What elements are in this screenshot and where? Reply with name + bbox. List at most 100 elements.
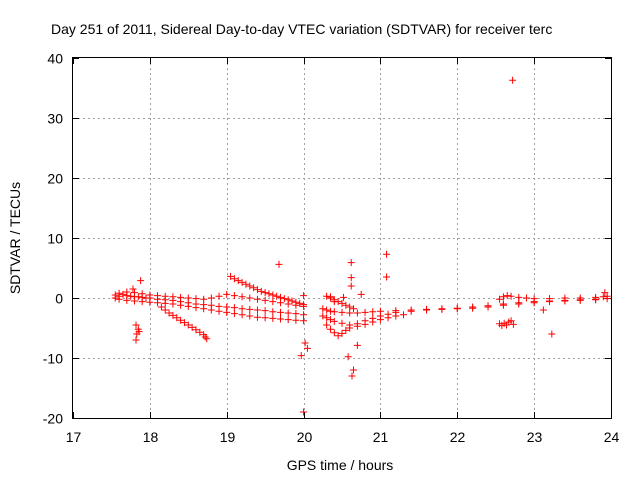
data-point xyxy=(119,290,127,298)
data-point xyxy=(330,317,338,325)
data-point xyxy=(357,290,365,298)
data-point xyxy=(530,295,538,303)
data-point xyxy=(353,309,361,317)
data-point xyxy=(347,259,355,267)
data-point xyxy=(230,310,238,318)
data-point xyxy=(138,290,146,298)
y-tick-label: -10 xyxy=(43,351,63,367)
data-point xyxy=(238,305,246,313)
data-point xyxy=(503,292,511,300)
data-point xyxy=(509,320,517,328)
data-point xyxy=(261,307,269,315)
data-point xyxy=(300,311,308,319)
data-point xyxy=(548,330,556,338)
data-point xyxy=(134,293,142,301)
data-point xyxy=(522,294,530,302)
data-point xyxy=(376,316,384,324)
data-point xyxy=(227,272,235,280)
data-point xyxy=(200,305,208,313)
data-point xyxy=(438,305,446,313)
data-point xyxy=(507,317,515,325)
data-point xyxy=(469,304,477,312)
data-point xyxy=(177,316,185,324)
data-point xyxy=(246,282,254,290)
x-tick-label: 19 xyxy=(220,429,236,445)
chart-title: Day 251 of 2011, Sidereal Day-to-day VTE… xyxy=(51,21,552,37)
data-point xyxy=(177,301,185,309)
data-point xyxy=(261,296,269,304)
data-point xyxy=(319,312,327,320)
data-point xyxy=(338,308,346,316)
data-point xyxy=(223,308,231,316)
data-point xyxy=(300,292,308,300)
data-point xyxy=(133,330,141,338)
data-point xyxy=(303,344,311,352)
data-point xyxy=(338,299,346,307)
data-point xyxy=(334,332,342,340)
data-point xyxy=(284,316,292,324)
data-point xyxy=(484,303,492,311)
data-point xyxy=(234,277,242,285)
data-point xyxy=(238,311,246,319)
data-point xyxy=(130,289,138,297)
data-point xyxy=(230,304,238,312)
data-point xyxy=(347,282,355,290)
data-point xyxy=(338,329,346,337)
data-point xyxy=(207,306,215,314)
data-point xyxy=(383,273,391,281)
data-point xyxy=(301,339,309,347)
data-point xyxy=(246,294,254,302)
data-point xyxy=(238,293,246,301)
data-point xyxy=(353,341,361,349)
data-point xyxy=(277,315,285,323)
data-point xyxy=(146,291,154,299)
data-point xyxy=(253,306,261,314)
data-point xyxy=(165,309,173,317)
series-cluster-2245 xyxy=(496,317,517,330)
series-band-F xyxy=(323,311,407,340)
series-band-E xyxy=(319,296,600,329)
data-point xyxy=(127,292,135,300)
data-point xyxy=(499,293,507,301)
data-point xyxy=(346,324,354,332)
data-point xyxy=(161,292,169,300)
data-point xyxy=(257,287,265,295)
data-point xyxy=(326,316,334,324)
data-point xyxy=(169,311,177,319)
data-point xyxy=(200,295,208,303)
data-point xyxy=(230,275,238,283)
data-point xyxy=(515,293,523,301)
data-point xyxy=(326,325,334,333)
series-arc-descending xyxy=(157,303,211,343)
data-point xyxy=(223,290,231,298)
data-point xyxy=(319,305,327,313)
data-point xyxy=(215,292,223,300)
data-point xyxy=(330,329,338,337)
y-tick-label: 30 xyxy=(47,111,63,127)
series-band-G xyxy=(323,292,358,313)
data-point xyxy=(280,295,288,303)
data-point xyxy=(154,292,162,300)
data-point xyxy=(192,304,200,312)
data-point xyxy=(407,307,415,315)
data-point xyxy=(146,298,154,306)
data-point xyxy=(138,298,146,306)
data-point xyxy=(177,293,185,301)
data-point xyxy=(123,296,131,304)
data-point xyxy=(188,323,196,331)
data-point xyxy=(369,308,377,316)
data-point xyxy=(346,309,354,317)
data-point xyxy=(392,312,400,320)
x-tick-label: 23 xyxy=(527,429,543,445)
data-point xyxy=(253,313,261,321)
data-point xyxy=(399,311,407,319)
data-point xyxy=(115,295,123,303)
data-point xyxy=(509,76,517,84)
x-tick-label: 18 xyxy=(143,429,159,445)
data-point xyxy=(132,321,140,329)
data-point xyxy=(499,301,507,309)
x-tick-label: 20 xyxy=(297,429,313,445)
data-point xyxy=(326,307,334,315)
data-point xyxy=(353,322,361,330)
data-point xyxy=(348,372,356,380)
